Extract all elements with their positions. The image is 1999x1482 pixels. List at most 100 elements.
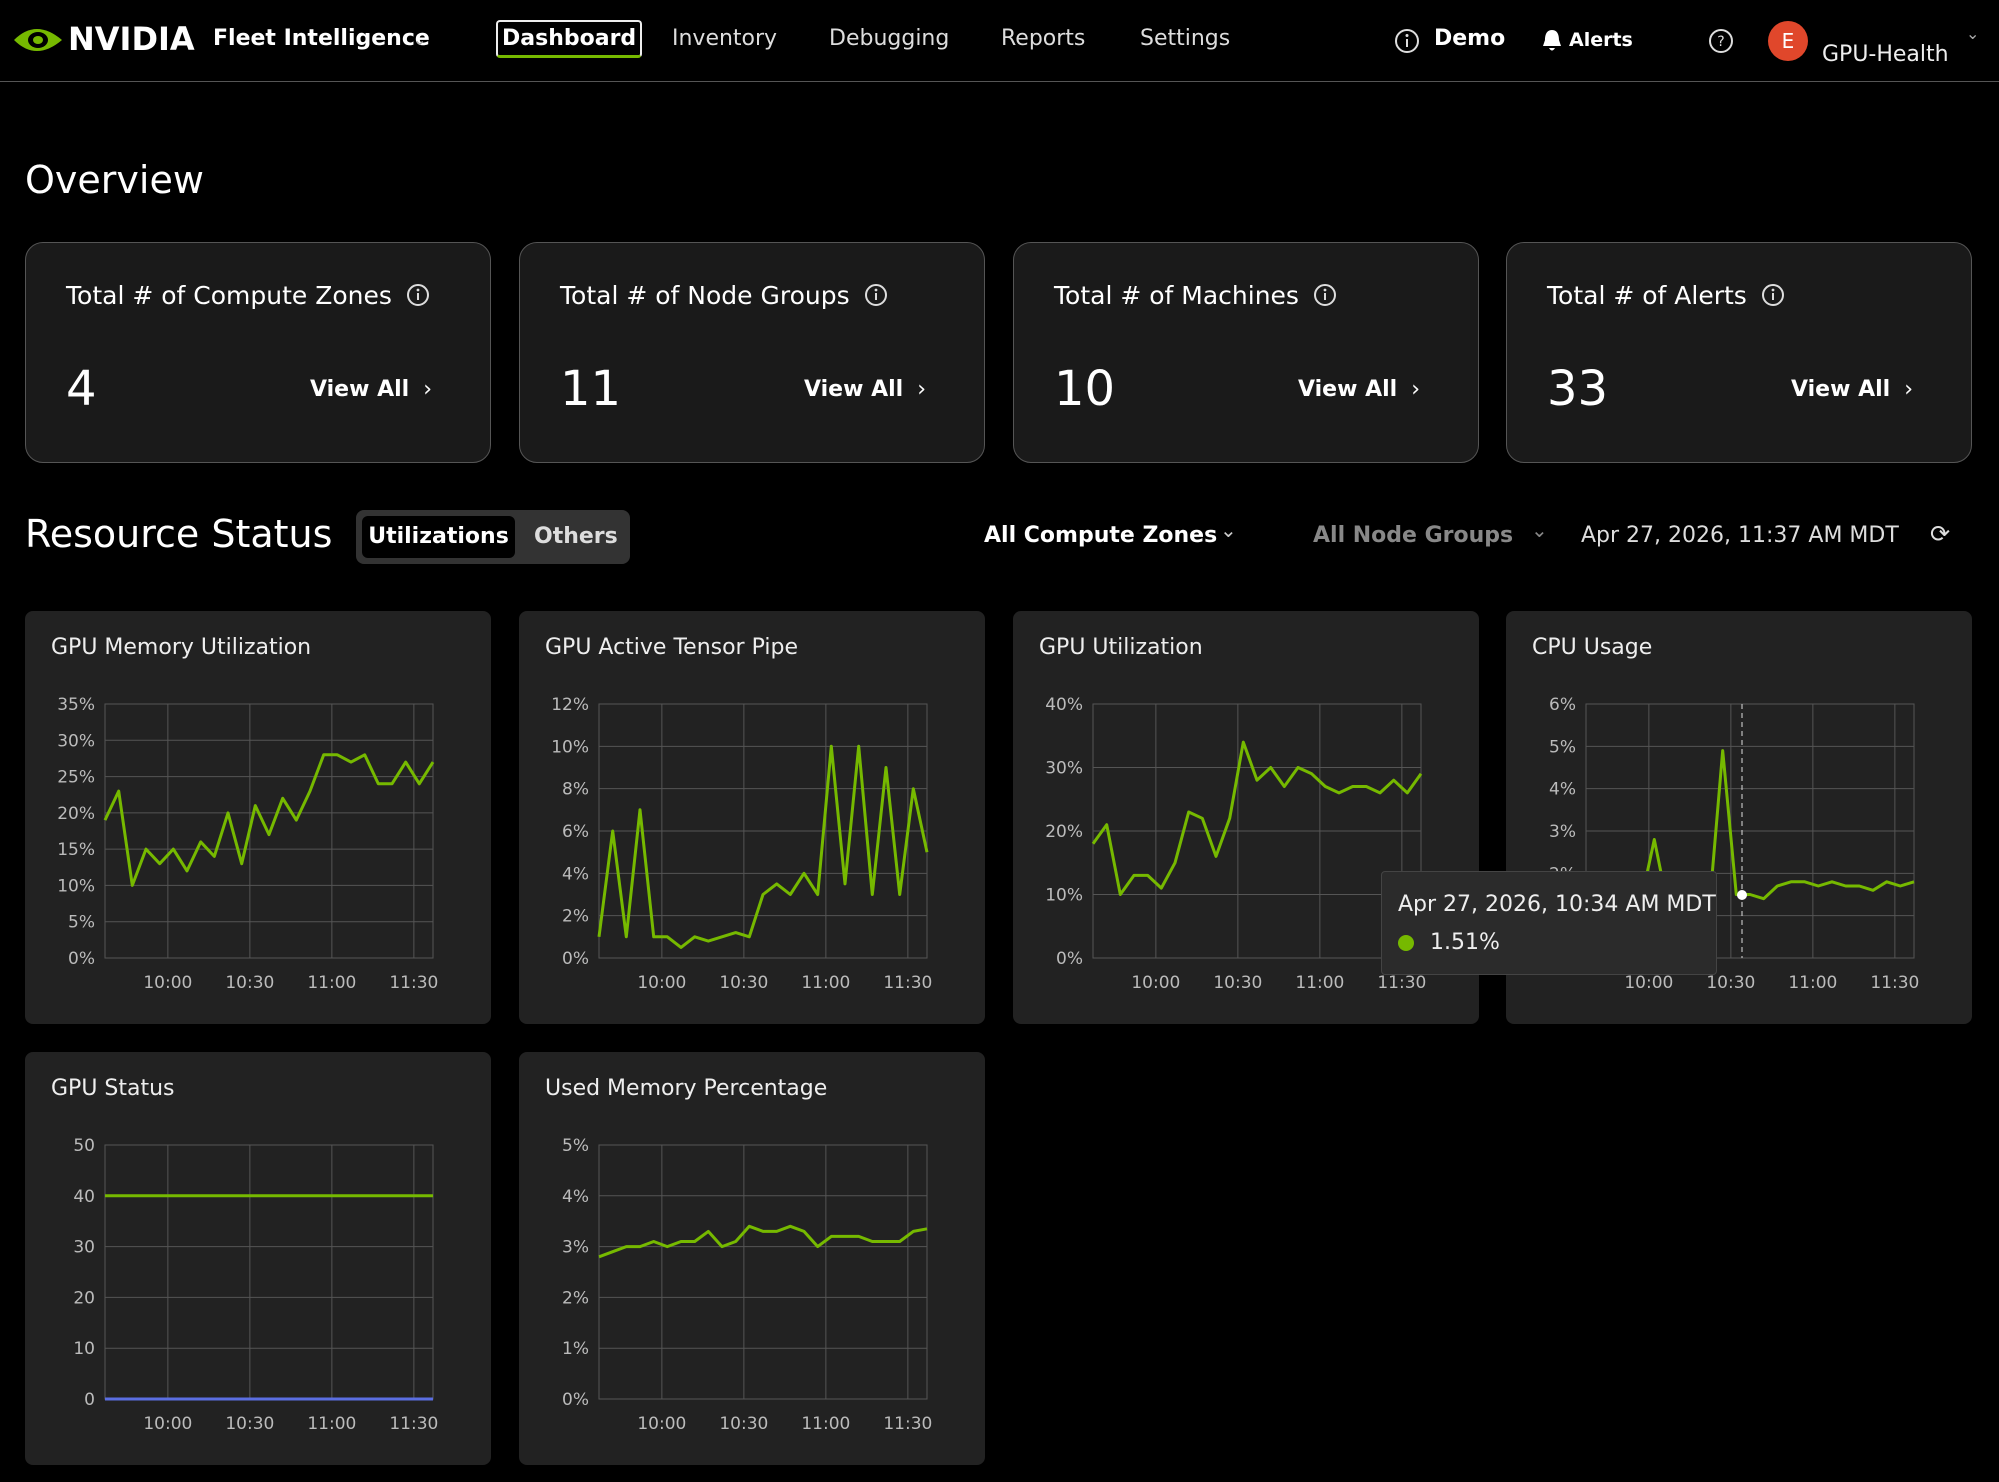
x-tick-label: 10:00	[143, 973, 192, 993]
y-tick-label: 8%	[562, 780, 589, 800]
x-tick-label: 10:30	[719, 1414, 768, 1434]
tooltip-value: 1.51%	[1430, 930, 1500, 955]
x-tick-label: 11:30	[1870, 973, 1919, 993]
chart-title: GPU Memory Utilization	[51, 635, 311, 660]
stat-card: Total # of Compute Zones 4 View All ›	[25, 242, 491, 463]
chevron: ⌄	[1966, 24, 1980, 43]
x-tick-label: 10:00	[143, 1414, 192, 1434]
avatar[interactable]: E	[1768, 21, 1808, 61]
stat-label-text: Total # of Machines	[1054, 281, 1299, 310]
bell-icon	[1543, 30, 1561, 51]
y-tick-label: 10%	[57, 876, 95, 896]
y-tick-label: 10	[73, 1339, 95, 1359]
help-icon[interactable]: ?	[1708, 28, 1734, 54]
chart: GPU Memory Utilization 0% 5% 10% 15% 20% 25% 30…	[51, 635, 438, 993]
tooltip-title: Apr 27, 2026, 10:34 AM MDT	[1398, 892, 1716, 917]
chart-card: Used Memory Percentage 0% 1% 2% 3% 4% 5% 10:00 1…	[519, 1052, 985, 1465]
x-tick-label: 11:00	[307, 973, 356, 993]
refresh-button[interactable]: ⟳	[1930, 520, 1951, 548]
y-tick-label: 2%	[562, 1288, 589, 1308]
view-all-link[interactable]: View All ›	[1298, 377, 1421, 402]
timestamp: Apr 27, 2026, 11:37 AM MDT	[1581, 523, 1899, 548]
toggle-option[interactable]: Others	[534, 524, 618, 549]
y-tick-label: 0%	[562, 949, 589, 969]
tab-active[interactable]: Dashboard	[496, 20, 643, 58]
logo-icon	[14, 29, 62, 51]
view-all-text: View All	[1791, 377, 1891, 402]
tooltip: Apr 27, 2026, 10:34 AM MDT 1.51%	[1381, 871, 1717, 975]
view-all-link[interactable]: View All ›	[1791, 377, 1914, 402]
chart-card: GPU Status 0 10 20 30 40 50 10:00 10:30 11:00 11:3…	[25, 1052, 491, 1465]
x-tick-label: 10:30	[225, 973, 274, 993]
y-tick-label: 30%	[57, 731, 95, 751]
y-tick-label: 4%	[562, 864, 589, 884]
y-tick-label: 10%	[1045, 886, 1083, 906]
y-tick-label: 40	[73, 1187, 95, 1207]
section-title: Resource Status	[25, 512, 333, 556]
y-tick-label: 12%	[551, 695, 589, 715]
y-tick-label: 20	[73, 1288, 95, 1308]
x-tick-label: 10:30	[719, 973, 768, 993]
y-tick-label: 35%	[57, 695, 95, 715]
app-name[interactable]: Fleet Intelligence	[213, 26, 430, 51]
y-tick-label: 6%	[562, 822, 589, 842]
y-tick-label: 4%	[562, 1187, 589, 1207]
plot-frame	[598, 1144, 928, 1400]
chart: GPU Active Tensor Pipe 0% 2% 4% 6% 8% 10% 12% 10…	[545, 635, 932, 993]
x-tick-label: 11:30	[389, 973, 438, 993]
x-tick-label: 11:30	[1377, 973, 1426, 993]
chart-title: CPU Usage	[1532, 635, 1652, 660]
y-tick-label: 40%	[1045, 695, 1083, 715]
chart: GPU Utilization 0% 10% 20% 30% 40% 10:00 10:30 1…	[1039, 635, 1426, 993]
group-filter[interactable]: All Node Groups	[1313, 523, 1514, 548]
stat-label-text: Total # of Node Groups	[560, 281, 850, 310]
y-tick-label: 5%	[68, 913, 95, 933]
hover-point	[1737, 890, 1747, 900]
y-tick-label: 20%	[1045, 822, 1083, 842]
chart: Used Memory Percentage 0% 1% 2% 3% 4% 5% 10:00 1…	[545, 1076, 932, 1434]
y-tick-label: 0%	[562, 1390, 589, 1410]
tab[interactable]: Settings	[1140, 26, 1231, 51]
y-tick-label: 0%	[1056, 949, 1083, 969]
y-tick-label: 15%	[57, 840, 95, 860]
chart-title: GPU Utilization	[1039, 635, 1203, 660]
y-tick-label: 5%	[1549, 737, 1576, 757]
svg-text:?: ?	[1717, 34, 1724, 50]
tab[interactable]: Reports	[1001, 26, 1086, 51]
x-tick-label: 11:30	[389, 1414, 438, 1434]
stat-card: Total # of Alerts 33 View All ›	[1506, 242, 1972, 463]
y-tick-label: 30	[73, 1238, 95, 1258]
x-tick-label: 10:00	[637, 973, 686, 993]
top-nav: NVIDIA Fleet Intelligence ⌄ Dashboard In…	[0, 0, 1999, 82]
view-all-text: View All	[310, 377, 410, 402]
chevron: ⌄	[1531, 518, 1548, 542]
plot-frame	[104, 1144, 434, 1400]
x-tick-label: 10:30	[1706, 973, 1755, 993]
stat-label: Total # of Machines	[1054, 281, 1337, 310]
stat-value: 10	[1054, 361, 1116, 417]
section-title: Overview	[25, 158, 204, 202]
stat-value: 11	[560, 361, 622, 417]
x-tick-label: 11:00	[1295, 973, 1344, 993]
view-all-link[interactable]: View All ›	[310, 377, 433, 402]
chevron: ⌄	[1220, 518, 1237, 542]
stat-label: Total # of Node Groups	[560, 281, 888, 310]
series-line	[597, 744, 929, 949]
stat-label: Total # of Alerts	[1547, 281, 1785, 310]
chart-title: GPU Active Tensor Pipe	[545, 635, 798, 660]
demo[interactable]: Demo	[1434, 26, 1506, 51]
stat-label-text: Total # of Alerts	[1547, 281, 1747, 310]
zone-filter[interactable]: All Compute Zones	[984, 523, 1218, 548]
stat-label: Total # of Compute Zones	[66, 281, 430, 310]
series-line	[598, 1224, 928, 1259]
tab[interactable]: Inventory	[672, 26, 778, 51]
x-tick-label: 10:00	[637, 1414, 686, 1434]
y-tick-label: 25%	[57, 768, 95, 788]
alerts[interactable]: Alerts	[1569, 29, 1633, 51]
user-name[interactable]: GPU-Health	[1822, 42, 1949, 67]
stat-value: 4	[66, 361, 97, 417]
view-all-link[interactable]: View All ›	[804, 377, 927, 402]
toggle-active[interactable]: Utilizations	[362, 516, 515, 558]
tab[interactable]: Debugging	[829, 26, 950, 51]
x-tick-label: 10:30	[225, 1414, 274, 1434]
